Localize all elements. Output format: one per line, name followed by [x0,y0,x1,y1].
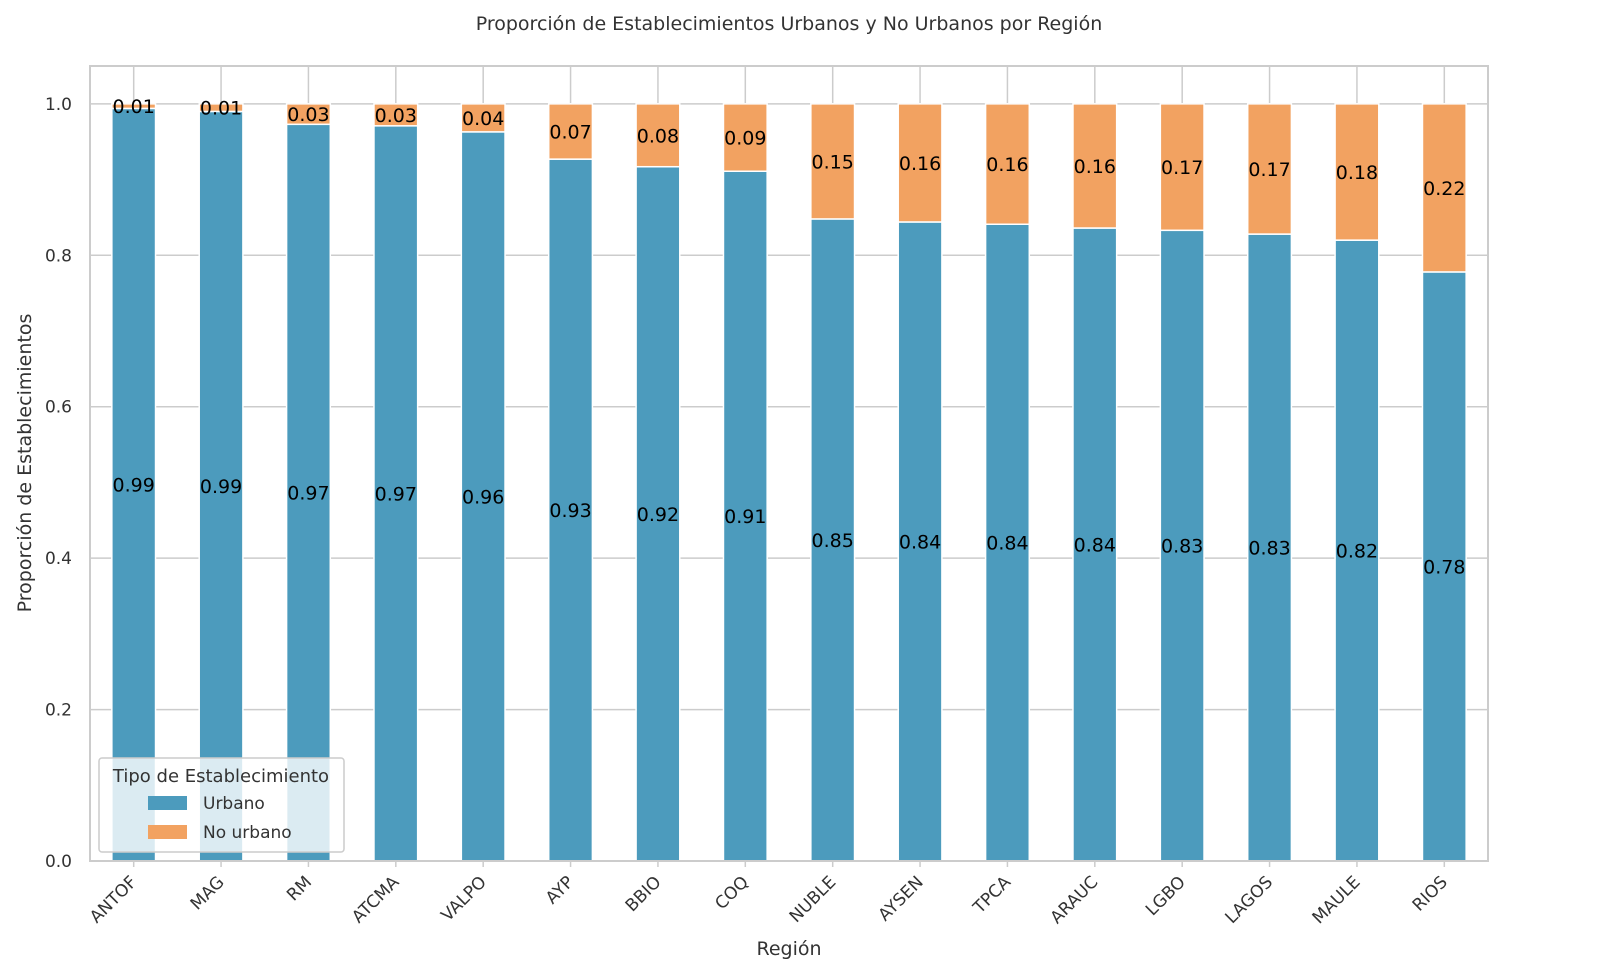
data-label: 0.16 [1074,156,1116,178]
x-tick-label: ARAUC [1047,872,1103,928]
bar-no-urbano [897,103,943,223]
data-label: 0.16 [986,154,1028,176]
data-label: 0.91 [724,506,766,528]
bar-no-urbano [635,103,681,168]
data-label: 0.03 [287,104,329,126]
bar-urbano [198,110,244,862]
y-tick-label: 0.6 [45,398,72,418]
data-label: 0.78 [1423,556,1465,578]
data-label: 0.84 [986,533,1028,555]
y-tick-labels: 0.0 0.2 0.4 0.6 0.8 1.0 [45,95,72,872]
legend-label-no-urbano: No urbano [203,823,292,843]
bar-no-urbano [722,103,768,172]
y-axis-title: Proporción de Establecimientos [14,314,36,613]
data-label: 0.08 [637,125,679,147]
y-tick-label: 0.0 [45,852,72,872]
bar-no-urbano [111,103,157,110]
data-label: 0.82 [1336,541,1378,563]
data-label: 0.22 [1423,178,1465,200]
data-label: 0.17 [1248,159,1290,181]
x-tick-label: ATCMA [348,872,403,927]
x-tick-label: TPCA [969,872,1015,918]
bar-no-urbano [1246,103,1293,235]
legend-swatch-no-urbano [148,825,187,839]
bar-no-urbano [285,103,332,126]
y-tick-label: 0.4 [45,549,72,569]
bar-no-urbano [1159,103,1205,232]
bar-urbano [897,221,943,862]
bar-urbano [460,131,506,862]
x-tick-label: COQ [711,872,752,913]
data-label: 0.15 [812,151,854,173]
x-tick-labels: ANTOF MAG RM ATCMA VALPO AYP BBIO COQ NUBLE AYSEN… [86,861,1452,928]
data-label: 0.92 [637,504,679,526]
bar-no-urbano [198,103,244,113]
data-label: 0.01 [113,96,155,118]
data-label: 0.01 [200,98,242,120]
legend: Tipo de Establecimiento Urbano No urbano [98,757,345,853]
data-label: 0.97 [287,483,329,505]
bar-no-urbano [810,103,856,220]
bar-urbano [1421,271,1467,862]
data-label: 0.96 [462,486,504,508]
bar-urbano [373,125,419,862]
data-label: 0.85 [812,530,854,552]
data-label: 0.03 [375,105,417,127]
x-tick-label: VALPO [437,872,490,925]
bar-urbano [1159,229,1205,862]
legend-title: Tipo de Establecimiento [112,766,329,787]
bar-no-urbano [1072,103,1118,229]
x-axis-title: Región [756,938,821,960]
x-tick-label: LAGOS [1222,872,1278,928]
bar-urbano [984,223,1031,862]
y-tick-label: 0.8 [45,246,72,266]
bars [111,103,1467,862]
chart-title: Proporción de Establecimientos Urbanos y… [476,13,1103,35]
x-tick-label: RM [283,872,316,905]
bar-no-urbano [1334,103,1380,241]
y-tick-label: 1.0 [45,95,72,115]
x-tick-label: NUBLE [786,872,840,926]
data-label: 0.93 [549,500,591,522]
x-tick-label: AYSEN [875,872,928,925]
data-label: 0.99 [200,476,242,498]
bar-no-urbano [373,103,419,127]
bar-urbano [722,170,768,862]
x-tick-label: LGBO [1142,872,1190,920]
data-label: 0.97 [375,483,417,505]
data-label: 0.84 [899,531,941,553]
data-label: 0.99 [113,475,155,497]
legend-swatch-urbano [148,796,187,810]
x-tick-label: AYP [542,872,578,908]
bar-urbano [810,218,856,862]
bar-no-urbano [1421,103,1467,273]
bar-no-urbano [984,103,1031,225]
data-label: 0.16 [899,153,941,175]
data-label: 0.17 [1161,157,1203,179]
data-label: 0.04 [462,108,504,130]
x-tick-label: ANTOF [86,872,141,927]
plot-frame [89,65,1489,862]
x-tick-label: RIOS [1409,872,1452,915]
data-label: 0.83 [1248,538,1290,560]
data-label: 0.84 [1074,535,1116,557]
x-tick-label: MAULE [1309,872,1365,928]
bar-urbano [635,165,681,862]
x-tick-label: MAG [187,872,229,914]
x-tick-label: BBIO [622,872,666,916]
data-label: 0.18 [1336,162,1378,184]
bar-no-urbano [460,103,506,133]
y-tick-label: 0.2 [45,701,72,721]
data-label: 0.07 [549,121,591,143]
bar-no-urbano [547,103,594,160]
bar-urbano [1072,227,1118,862]
legend-label-urbano: Urbano [203,794,265,814]
data-labels: 0.99 0.01 0.99 0.01 0.97 0.03 0.97 0.03 0.96 0.04… [113,96,1466,578]
data-label: 0.83 [1161,536,1203,558]
data-label: 0.09 [724,128,766,150]
